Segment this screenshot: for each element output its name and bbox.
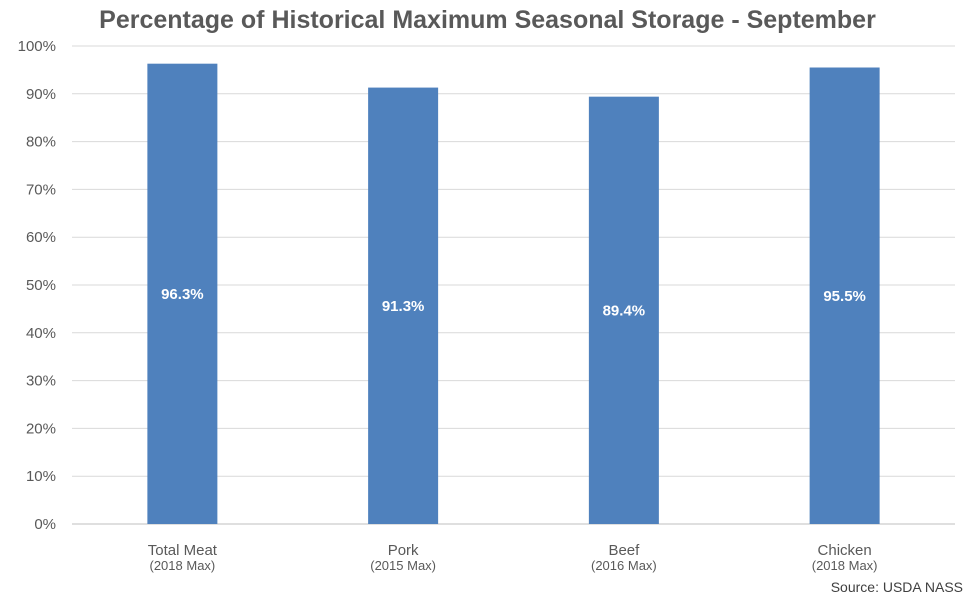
x-tick-label: Total Meat bbox=[148, 542, 218, 559]
x-tick-sublabel: (2018 Max) bbox=[150, 558, 216, 573]
data-label: 95.5% bbox=[823, 288, 866, 305]
y-tick-label: 40% bbox=[26, 325, 56, 342]
x-tick-label: Chicken bbox=[818, 542, 872, 559]
y-tick-label: 80% bbox=[26, 134, 56, 151]
data-label: 96.3% bbox=[161, 286, 204, 303]
y-tick-label: 50% bbox=[26, 277, 56, 294]
x-tick-sublabel: (2016 Max) bbox=[591, 558, 657, 573]
y-tick-label: 60% bbox=[26, 229, 56, 246]
x-tick-sublabel: (2018 Max) bbox=[812, 558, 878, 573]
y-tick-label: 30% bbox=[26, 373, 56, 390]
y-tick-label: 100% bbox=[18, 38, 56, 55]
y-tick-label: 20% bbox=[26, 420, 56, 437]
x-tick-label: Pork bbox=[388, 542, 419, 559]
x-tick-label: Beef bbox=[608, 542, 640, 559]
data-label: 91.3% bbox=[382, 298, 425, 315]
y-tick-label: 90% bbox=[26, 86, 56, 103]
y-tick-label: 10% bbox=[26, 468, 56, 485]
bar bbox=[588, 96, 659, 524]
x-tick-sublabel: (2015 Max) bbox=[370, 558, 436, 573]
data-label: 89.4% bbox=[603, 302, 646, 319]
chart-title: Percentage of Historical Maximum Seasona… bbox=[99, 6, 876, 34]
bar bbox=[368, 87, 439, 524]
source-note: Source: USDA NASS bbox=[830, 579, 963, 595]
y-tick-label: 70% bbox=[26, 181, 56, 198]
bar bbox=[809, 67, 880, 524]
bar bbox=[147, 63, 218, 524]
y-tick-label: 0% bbox=[34, 516, 56, 533]
